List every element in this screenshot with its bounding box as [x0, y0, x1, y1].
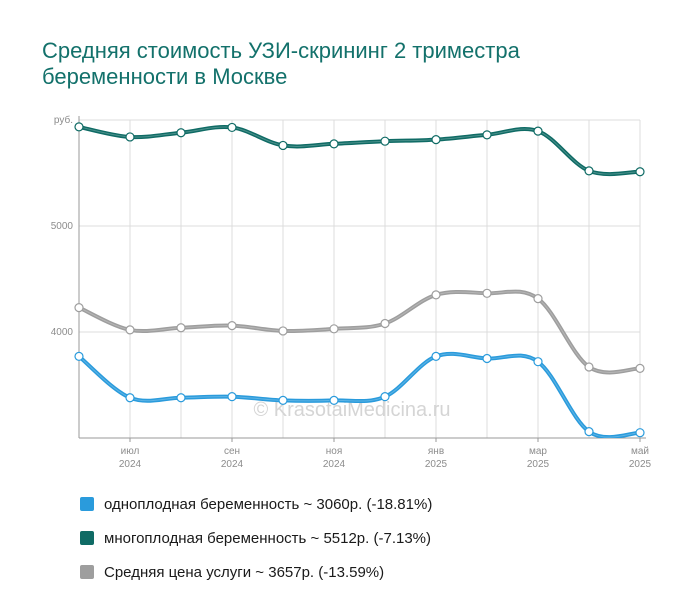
legend-swatch	[80, 531, 94, 545]
legend-label: одноплодная беременность ~ 3060р. (-18.8…	[104, 495, 433, 513]
data-point	[482, 288, 492, 298]
x-tick-year: 2025	[527, 459, 550, 470]
data-point	[329, 324, 339, 334]
chart-title: Средняя стоимость УЗИ-скрининг 2 тримест…	[42, 38, 520, 89]
data-point	[533, 126, 543, 136]
series-line	[79, 124, 642, 177]
marker-layer	[74, 122, 645, 438]
data-point	[380, 318, 390, 329]
data-point	[74, 122, 84, 132]
legend-label: многоплодная беременность ~ 5512р. (-7.1…	[104, 529, 432, 547]
y-tick-label: 4000	[51, 327, 74, 338]
data-point	[278, 395, 288, 405]
data-point	[176, 393, 186, 403]
series-line	[79, 351, 642, 438]
data-point	[176, 128, 186, 138]
data-point	[635, 363, 645, 373]
legend-item: многоплодная беременность ~ 5512р. (-7.1…	[80, 521, 432, 555]
x-tick-month: янв	[428, 446, 444, 457]
y-tick-label: 5000	[51, 221, 74, 232]
y-tick-label: руб.	[54, 114, 73, 126]
axis-layer: руб. 5000 4000 июл 2024 сен 2024 ноя 2024 янв 2025…	[51, 114, 652, 470]
data-point	[278, 140, 288, 151]
legend-swatch	[80, 497, 94, 511]
x-tick-month: сен	[224, 446, 240, 457]
x-tick-year: 2024	[323, 459, 346, 470]
legend-item: Средняя цена услуги ~ 3657р. (-13.59%)	[80, 555, 432, 589]
x-tick-month: июл	[121, 446, 140, 457]
line-chart: © KrasotaiMedicina.ru руб. 5000 4000 июл 202…	[51, 114, 652, 470]
data-point	[125, 132, 135, 142]
data-point	[431, 351, 441, 361]
data-point	[635, 167, 645, 177]
data-point	[176, 323, 186, 333]
data-point	[635, 428, 645, 438]
x-tick-year: 2024	[221, 459, 244, 470]
legend-swatch	[80, 565, 94, 579]
data-point	[482, 353, 492, 364]
data-point	[584, 427, 594, 437]
data-point	[278, 326, 288, 336]
series-line-highlight	[79, 353, 641, 438]
x-tick-year: 2025	[425, 459, 448, 470]
data-point	[533, 357, 543, 367]
data-point	[431, 290, 441, 300]
x-tick-month: мар	[529, 446, 547, 457]
legend: одноплодная беременность ~ 3060р. (-18.8…	[80, 487, 432, 589]
data-point	[584, 362, 594, 372]
x-tick-month: ноя	[326, 446, 343, 457]
data-point	[329, 395, 339, 405]
grid-layer	[78, 119, 641, 438]
data-point	[584, 166, 594, 176]
data-point	[74, 351, 84, 361]
data-point	[74, 303, 84, 313]
data-point	[125, 393, 135, 403]
watermark: © KrasotaiMedicina.ru	[253, 399, 450, 421]
data-point	[380, 392, 390, 402]
data-point	[431, 135, 441, 145]
series-layer	[79, 124, 642, 438]
x-tick-year: 2024	[119, 459, 142, 470]
data-point	[227, 122, 237, 133]
data-point	[227, 392, 237, 402]
data-point	[125, 325, 135, 335]
data-point	[380, 136, 390, 146]
legend-item: одноплодная беременность ~ 3060р. (-18.8…	[80, 487, 432, 521]
data-point	[482, 130, 492, 140]
data-point	[533, 294, 543, 304]
x-tick-year: 2025	[629, 459, 652, 470]
x-tick-month: май	[631, 446, 649, 457]
data-point	[227, 321, 237, 331]
data-point	[329, 139, 339, 149]
legend-label: Средняя цена услуги ~ 3657р. (-13.59%)	[104, 563, 385, 581]
